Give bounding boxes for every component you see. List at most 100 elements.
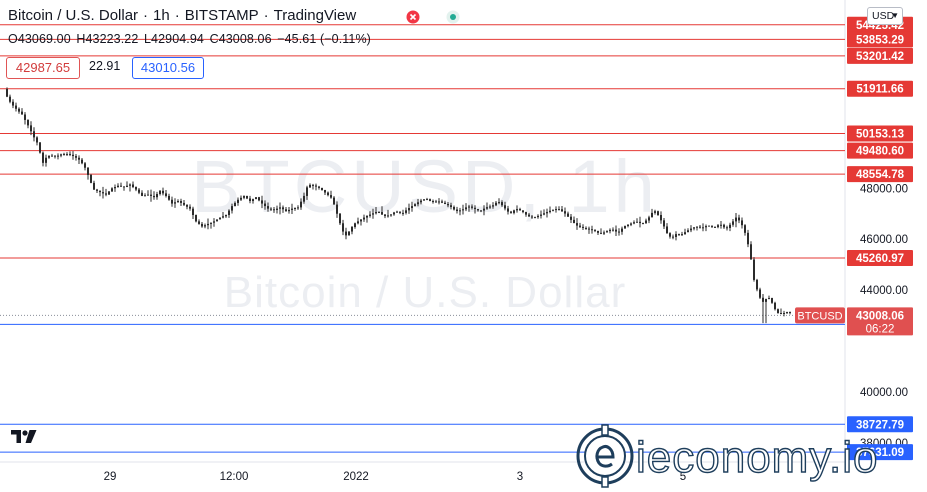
candle: [153, 191, 155, 200]
candle-body: [102, 192, 104, 194]
candle-body: [594, 229, 596, 231]
time-axis[interactable]: 29 12:00 2022 3 5: [104, 471, 687, 483]
candle-body: [318, 186, 320, 188]
candle-body: [114, 187, 116, 189]
candle: [228, 209, 230, 218]
candle: [405, 207, 407, 215]
candle-body: [300, 201, 302, 208]
candle-body: [432, 201, 434, 203]
candle-body: [63, 153, 65, 155]
candle-body: [546, 212, 548, 214]
candle: [60, 153, 62, 158]
candle: [261, 195, 263, 209]
candle: [393, 211, 395, 216]
market-status-icon[interactable]: [446, 10, 460, 24]
candle-body: [591, 229, 593, 231]
candle: [435, 199, 437, 203]
candle-body: [501, 202, 503, 206]
time-tick-label: 3: [517, 471, 523, 483]
candle: [630, 222, 632, 227]
candle-body: [372, 213, 374, 215]
candle-body: [141, 192, 143, 196]
candle-body: [189, 206, 191, 209]
candle: [480, 210, 482, 213]
candle-body: [381, 212, 383, 215]
candle: [753, 257, 755, 282]
ieconomy-emblem-icon: [576, 424, 634, 488]
candle: [378, 211, 380, 214]
candle-body: [93, 182, 95, 190]
candle-body: [642, 223, 644, 225]
candle: [546, 208, 548, 218]
candle: [384, 214, 386, 219]
symbol-header[interactable]: Bitcoin / U.S. Dollar · 1h · BITSTAMP · Tradin…: [8, 7, 356, 24]
candle-body: [483, 208, 485, 211]
buy-button[interactable]: 43010.56: [132, 57, 204, 79]
currency-label: USD: [872, 10, 895, 22]
candle: [675, 231, 677, 241]
candle: [366, 215, 368, 223]
candle-body: [495, 202, 497, 206]
candle: [9, 94, 11, 104]
candle: [633, 220, 635, 225]
candle-body: [684, 232, 686, 235]
candle: [576, 218, 578, 230]
candle-body: [744, 225, 746, 233]
candle: [282, 205, 284, 213]
close-icon[interactable]: [406, 10, 420, 24]
candle: [507, 205, 509, 215]
candle-body: [384, 214, 386, 217]
candle: [708, 225, 710, 227]
sell-button[interactable]: 42987.65: [6, 57, 80, 79]
low-value: L42904.94: [144, 32, 204, 46]
candle: [231, 203, 233, 214]
candle-body: [519, 209, 521, 211]
candle: [99, 190, 101, 197]
interval-label[interactable]: 1h: [153, 7, 170, 24]
price-axis[interactable]: 48000.0046000.0044000.0040000.0038000.00…: [795, 16, 913, 461]
candle-body: [363, 217, 365, 220]
candle: [66, 152, 68, 156]
currency-selector[interactable]: USD ▼: [867, 7, 903, 25]
candle: [174, 198, 176, 208]
candle: [18, 107, 20, 114]
candle-body: [633, 222, 635, 224]
candle: [111, 187, 113, 192]
tradingview-logo-icon[interactable]: [10, 428, 38, 444]
candle: [39, 141, 41, 154]
candle-body: [126, 185, 128, 188]
price-tick-label: 48000.00: [860, 183, 908, 195]
candle-body: [645, 220, 647, 224]
candle: [75, 153, 77, 161]
candle-body: [111, 188, 113, 192]
candle-body: [51, 155, 53, 157]
candle: [588, 226, 590, 234]
candle-body: [84, 163, 86, 168]
candle-body: [156, 194, 158, 198]
candle-body: [237, 199, 239, 203]
candle-body: [144, 195, 146, 197]
candle-body: [195, 215, 197, 222]
candle: [684, 228, 686, 235]
candle-body: [708, 225, 710, 227]
candle-body: [414, 204, 416, 207]
resistance-level-label: 53853.29: [856, 34, 904, 46]
candle: [519, 207, 521, 211]
candle-body: [663, 220, 665, 227]
candle-body: [444, 202, 446, 204]
candle: [543, 209, 545, 216]
candle: [612, 227, 614, 232]
candle-body: [213, 221, 215, 223]
candle-body: [693, 227, 695, 229]
candle: [420, 198, 422, 205]
candle-body: [543, 213, 545, 215]
candle-body: [753, 259, 755, 280]
candle: [567, 211, 569, 217]
candle-body: [774, 302, 776, 310]
candle: [114, 184, 116, 192]
candle-body: [456, 209, 458, 211]
candle-body: [624, 226, 626, 229]
candle: [399, 211, 401, 215]
candle-body: [30, 125, 32, 132]
